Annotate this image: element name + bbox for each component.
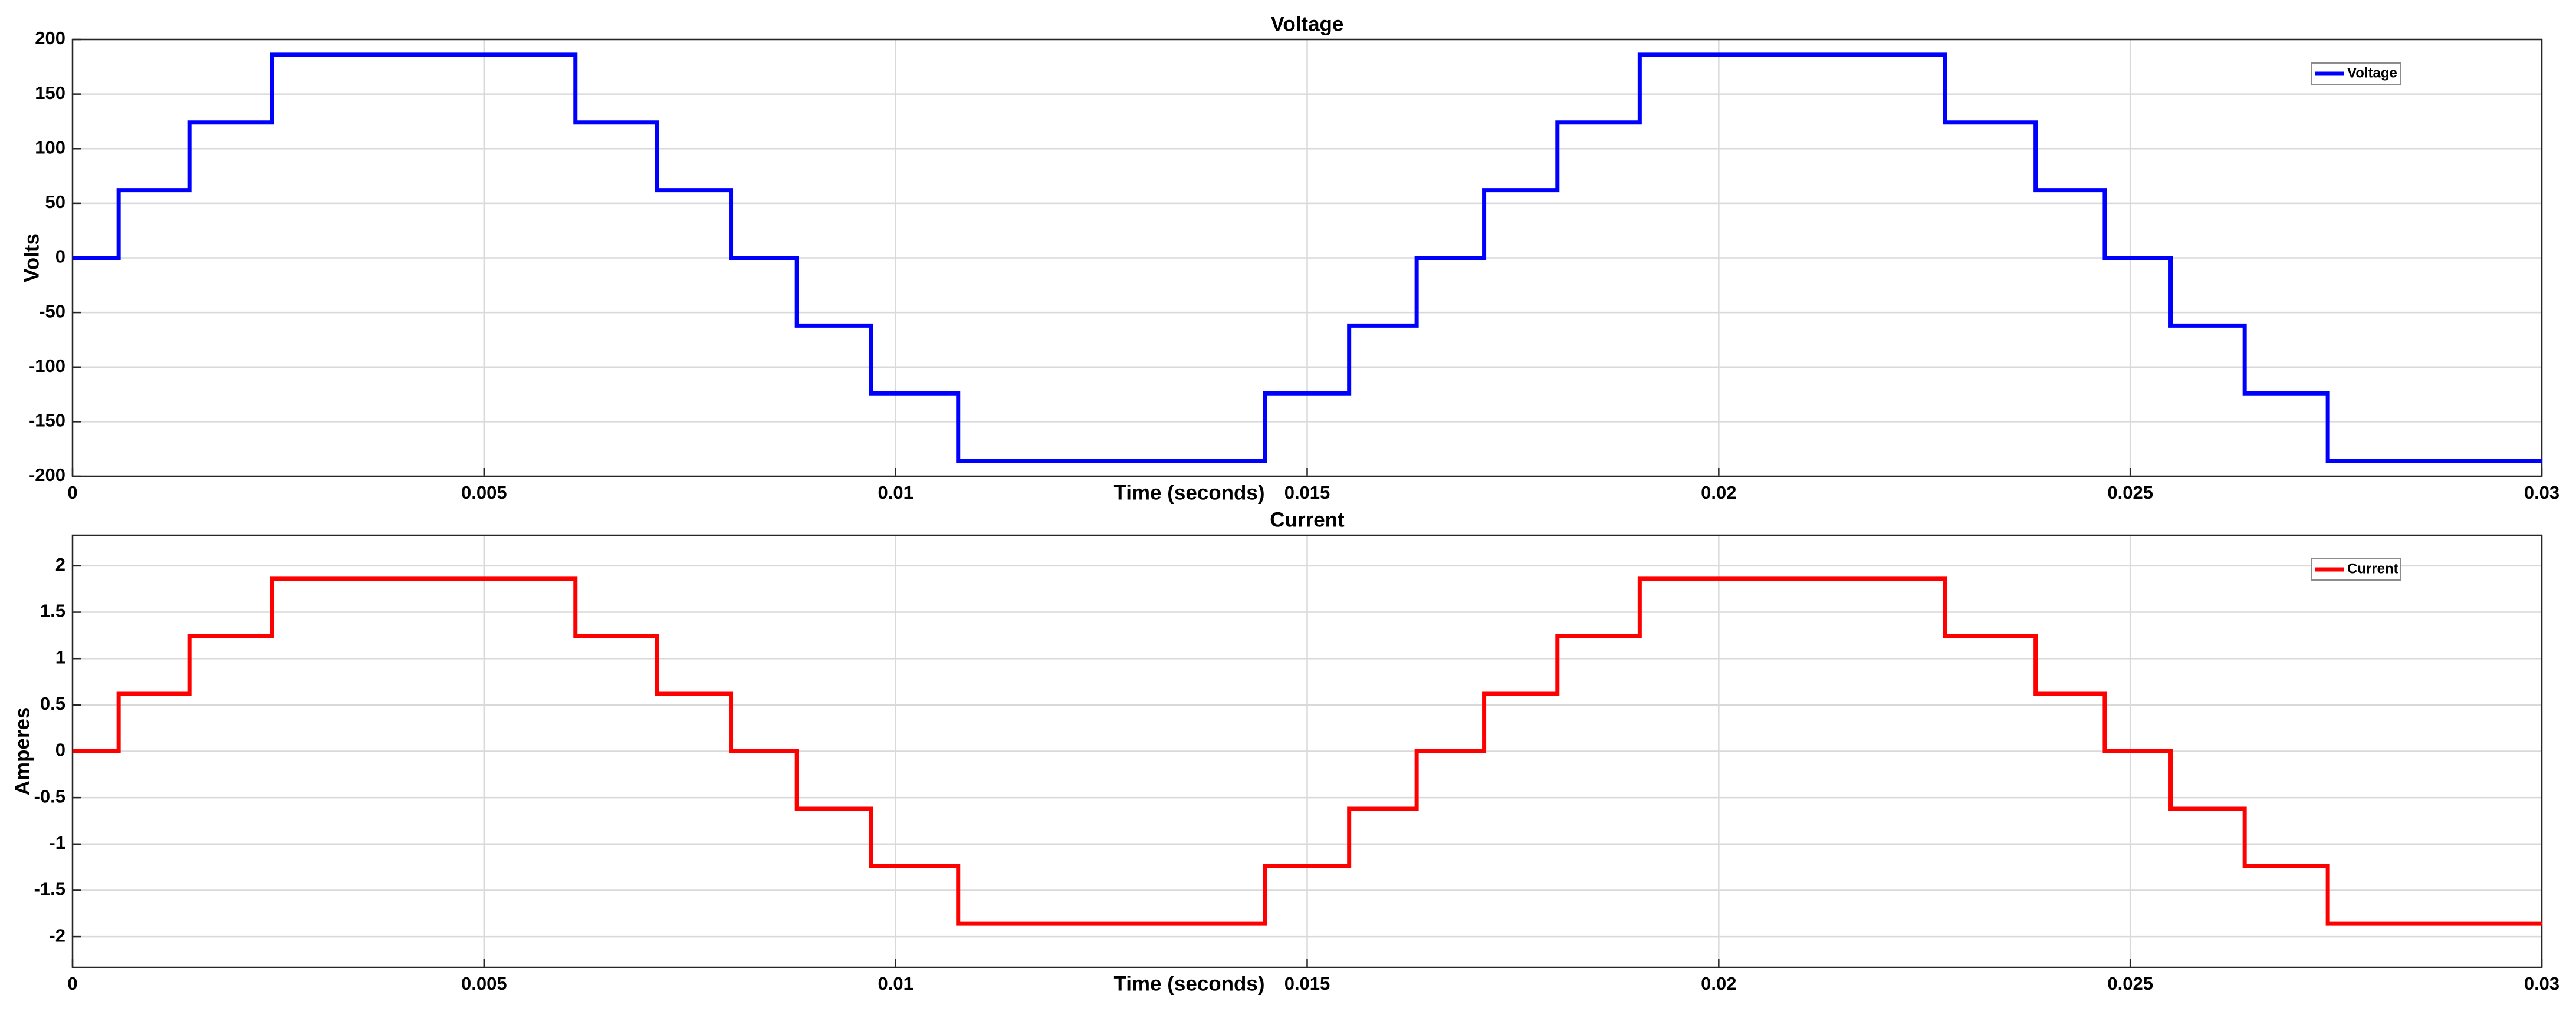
data-line: [73, 52, 2542, 463]
x-tick-label: 0.01: [878, 973, 913, 994]
x-tick-label: 0: [67, 482, 77, 503]
chart-title: Current: [1270, 508, 1345, 531]
y-tick-label: 2: [55, 554, 65, 575]
legend: Current: [2311, 558, 2401, 581]
y-tick-label: -100: [29, 355, 65, 376]
x-tick-label: 0.025: [2107, 482, 2153, 503]
x-tick-label: 0.02: [1701, 482, 1736, 503]
y-tick-label: -1.5: [34, 879, 65, 900]
legend-label: Current: [2347, 561, 2398, 576]
y-tick-label: -2: [49, 925, 65, 945]
y-axis-label: Amperes: [11, 707, 34, 796]
y-tick-label: 50: [45, 192, 65, 212]
x-tick-label: 0.005: [461, 482, 507, 503]
y-tick-label: 1: [55, 647, 65, 667]
legend: Voltage: [2311, 62, 2401, 85]
y-tick-label: -0.5: [34, 786, 65, 806]
x-axis-label: Time (seconds): [1113, 972, 1264, 995]
x-axis-label: Time (seconds): [1113, 481, 1264, 504]
x-tick-label: 0.015: [1284, 973, 1330, 994]
x-tick-label: 0: [67, 973, 77, 994]
y-axis-label: Volts: [20, 233, 43, 282]
y-tick-label: 1.5: [40, 601, 65, 621]
y-tick-label: 0: [55, 740, 65, 760]
y-tick-label: -50: [39, 301, 65, 321]
data-line: [73, 576, 2542, 926]
x-tick-label: 0.02: [1701, 973, 1736, 994]
y-tick-label: 0.5: [40, 693, 65, 714]
y-tick-label: 150: [35, 83, 65, 103]
y-tick-label: 100: [35, 137, 65, 157]
x-tick-label: 0.025: [2107, 973, 2153, 994]
x-tick-label: 0.005: [461, 973, 507, 994]
x-tick-label: 0.015: [1284, 482, 1330, 503]
x-tick-label: 0.01: [878, 482, 913, 503]
x-tick-label: 0.03: [2524, 973, 2559, 994]
x-tick-label: 0.03: [2524, 482, 2559, 503]
y-tick-label: 0: [55, 246, 65, 267]
y-tick-label: -200: [29, 464, 65, 485]
y-tick-label: -1: [49, 832, 65, 853]
legend-label: Voltage: [2347, 65, 2397, 81]
chart-title: Voltage: [1271, 12, 1344, 35]
legend-box: [2311, 558, 2401, 581]
y-tick-label: 200: [35, 28, 65, 48]
y-tick-label: -150: [29, 410, 65, 431]
